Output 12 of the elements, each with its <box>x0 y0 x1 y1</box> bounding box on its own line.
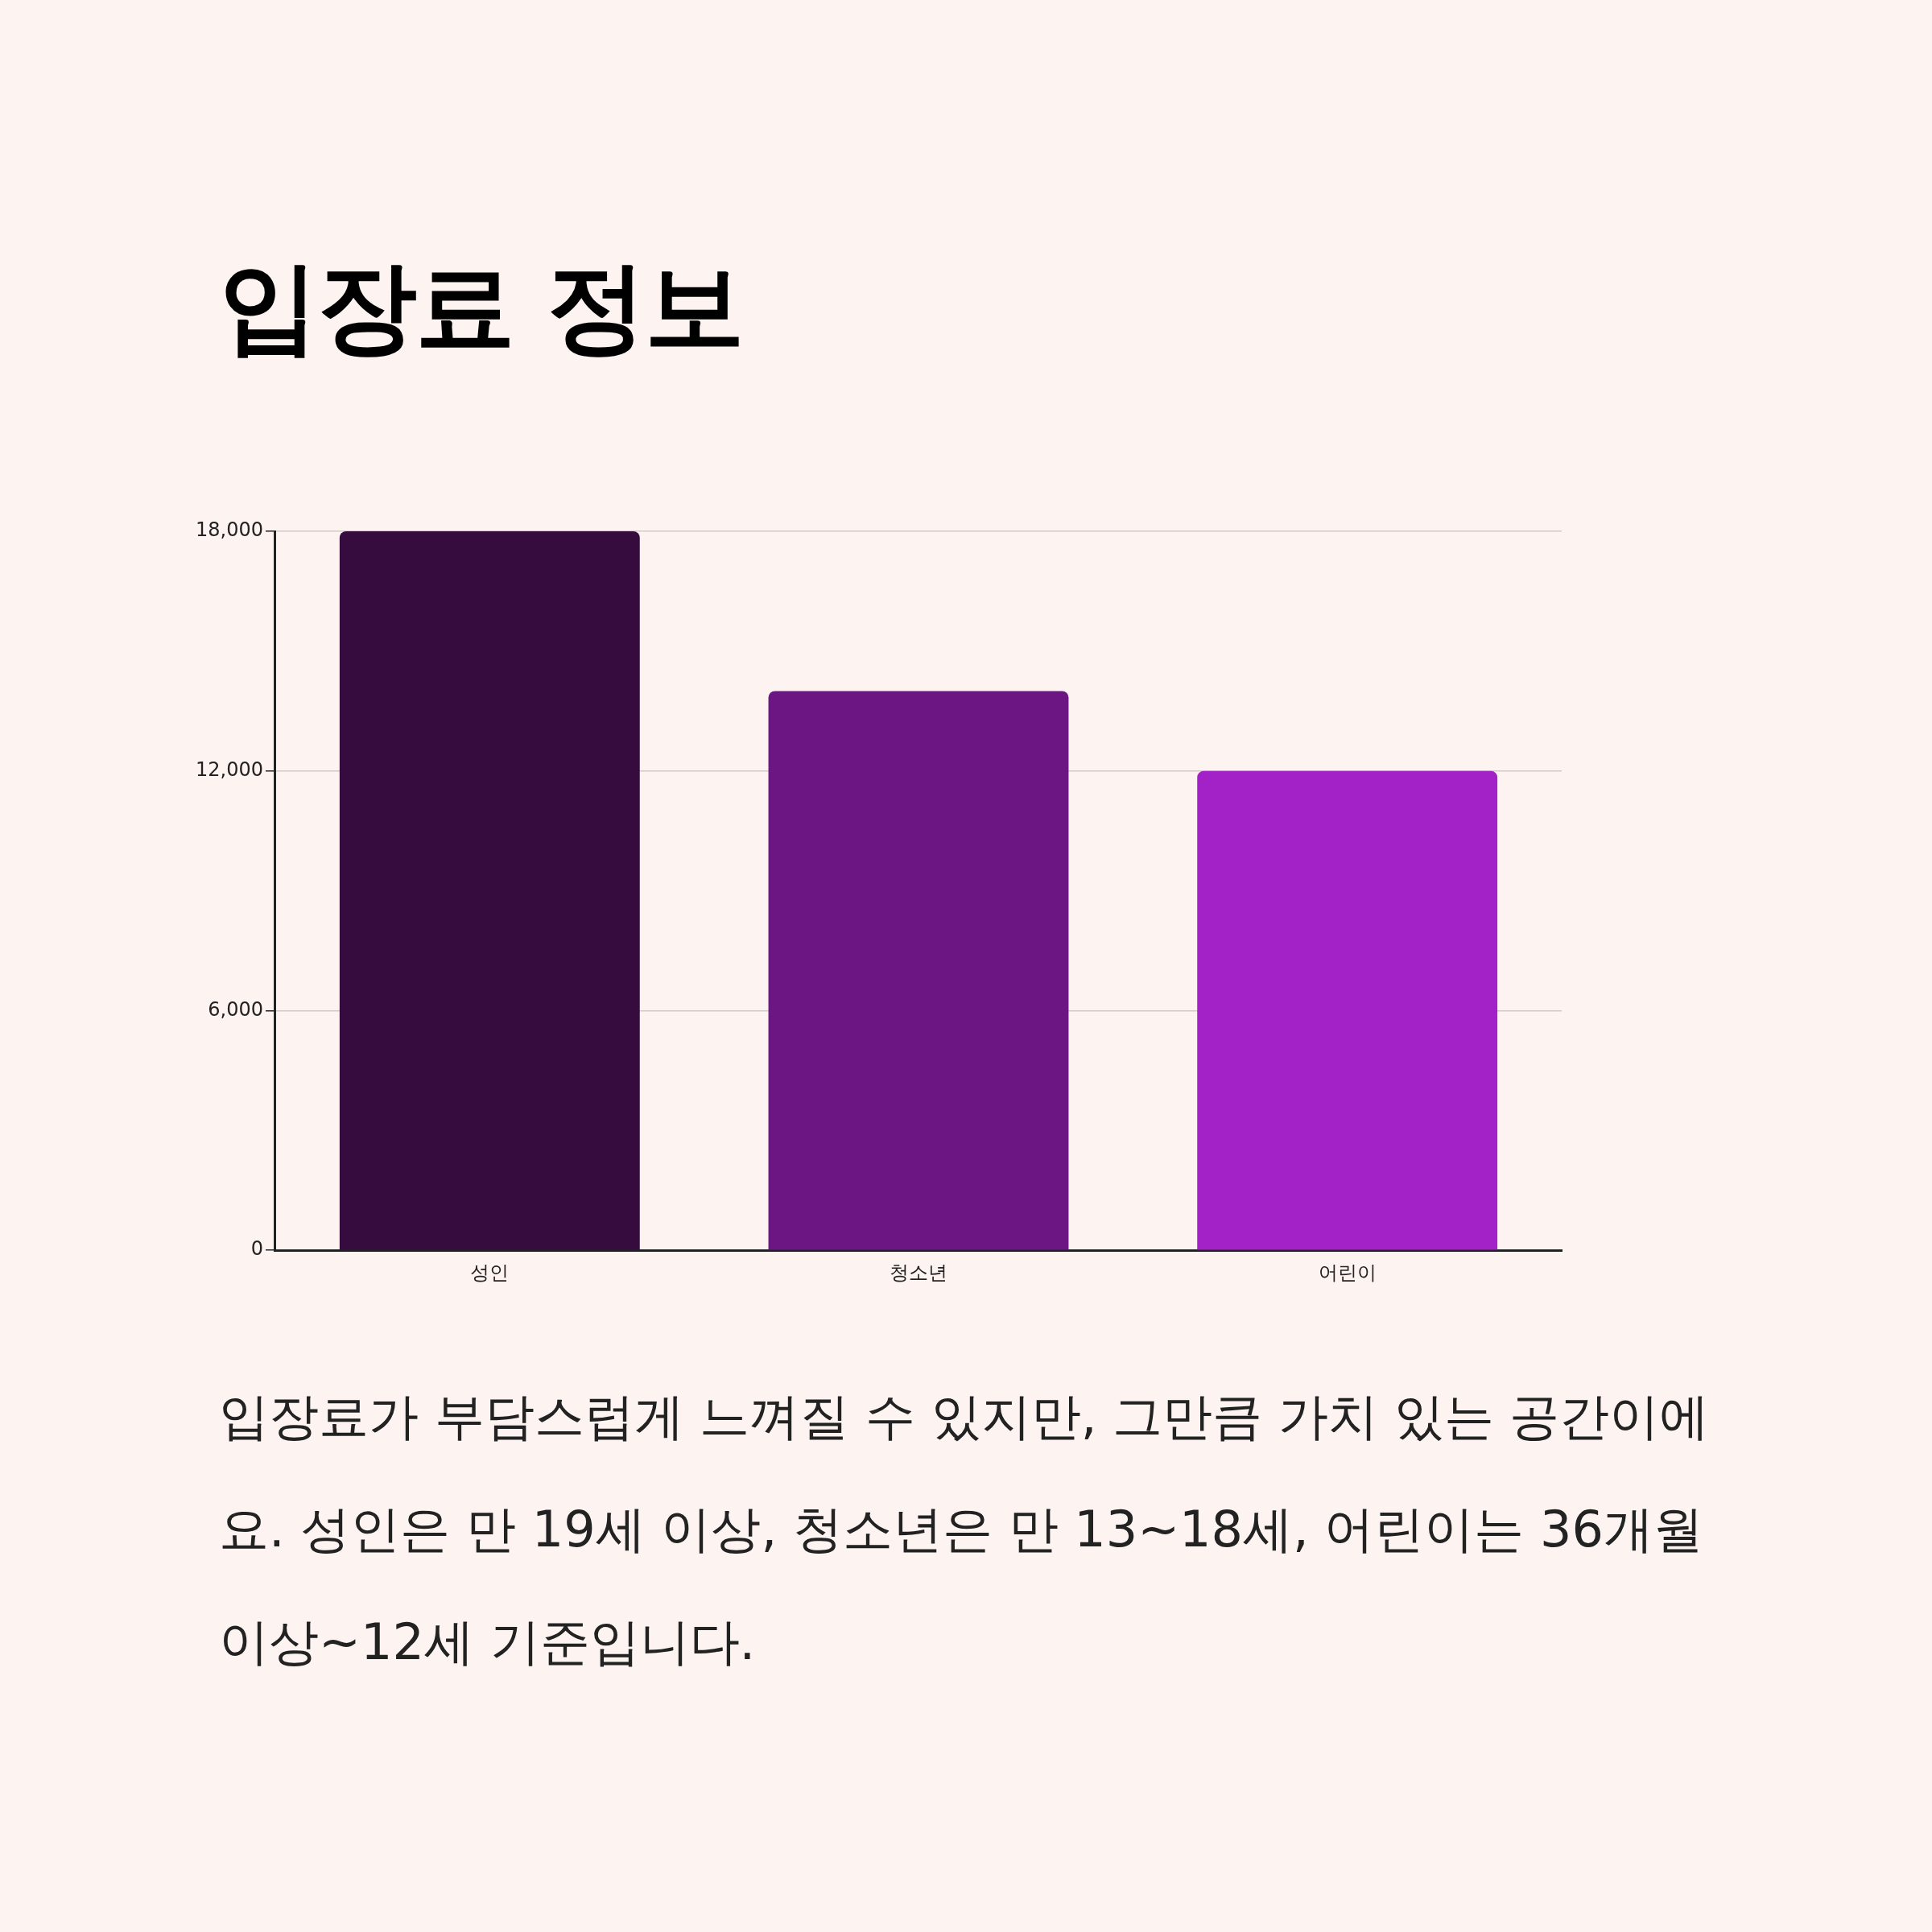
y-tick-label: 6,000 <box>208 997 263 1021</box>
bar <box>339 531 640 1250</box>
bar <box>768 691 1069 1250</box>
bar <box>1197 770 1498 1250</box>
y-tick-label: 0 <box>250 1237 263 1261</box>
text: 입장료가 부담스럽게 느껴질 수 있지만, 그만큼 가치 있는 공간이에요. 성인은 만 19세 이상, 청소년은 만 13~18세, 어린이는 36개월 이상~12세 기준입니다. <box>219 1386 1711 1673</box>
x-tick-label: 어린이 <box>1318 1261 1377 1284</box>
y-tick-label: 18,000 <box>195 518 263 542</box>
x-tick-label: 성인 <box>470 1261 510 1284</box>
y-tick-label: 12,000 <box>195 758 263 781</box>
x-tick-label: 청소년 <box>889 1261 947 1284</box>
chart-title: 입장료 정보 <box>219 248 744 366</box>
